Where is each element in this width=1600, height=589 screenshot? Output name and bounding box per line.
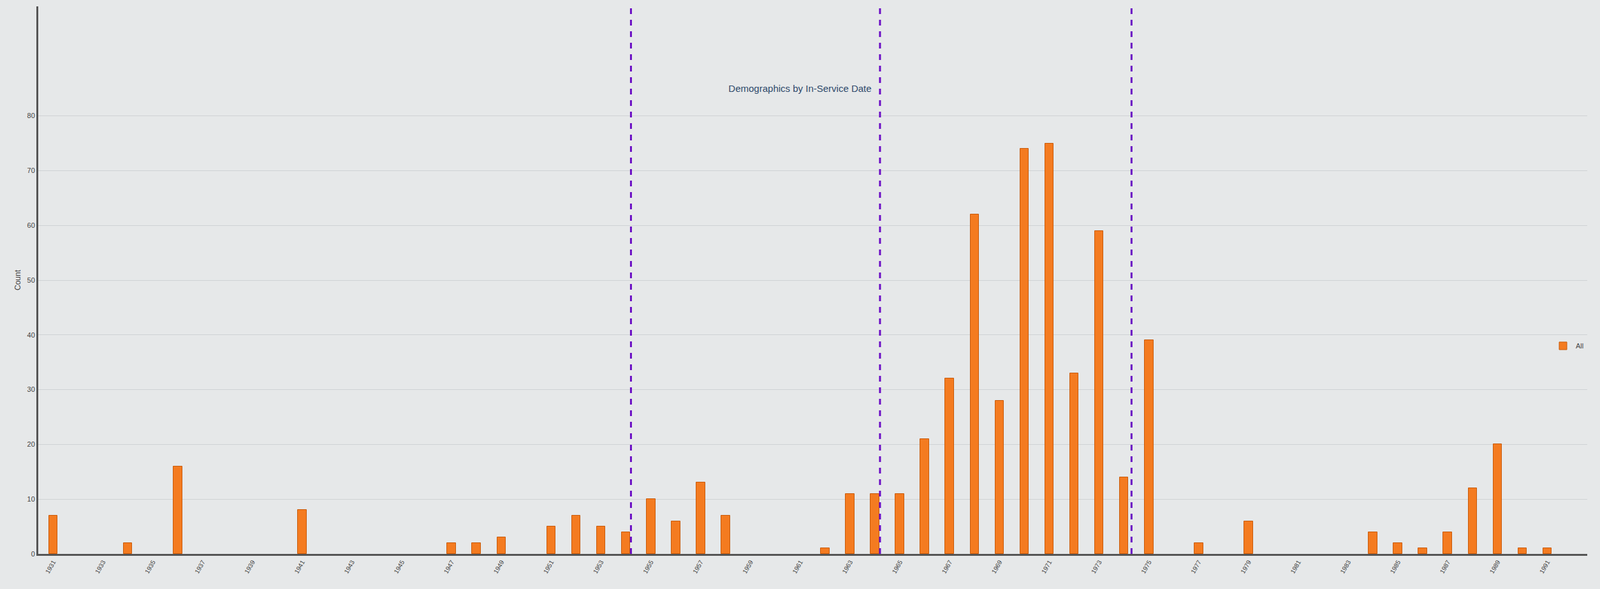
svg-text:1983: 1983 xyxy=(1339,558,1353,575)
svg-text:60: 60 xyxy=(27,221,36,229)
svg-text:1947: 1947 xyxy=(442,558,456,575)
svg-text:1937: 1937 xyxy=(193,558,207,575)
svg-text:1967: 1967 xyxy=(940,558,955,575)
svg-text:1951: 1951 xyxy=(542,558,556,575)
svg-text:1959: 1959 xyxy=(741,558,755,575)
svg-text:Demographics by In-Service Dat: Demographics by In-Service Date xyxy=(728,82,872,94)
svg-text:1953: 1953 xyxy=(591,558,606,575)
svg-text:1955: 1955 xyxy=(641,558,655,575)
svg-text:1991: 1991 xyxy=(1538,558,1552,575)
svg-text:20: 20 xyxy=(27,440,36,448)
svg-text:30: 30 xyxy=(27,385,36,393)
svg-text:All: All xyxy=(1575,341,1584,350)
svg-text:1979: 1979 xyxy=(1239,558,1253,575)
svg-text:1969: 1969 xyxy=(990,558,1004,575)
svg-text:50: 50 xyxy=(27,276,36,284)
svg-text:80: 80 xyxy=(27,111,36,120)
svg-text:0: 0 xyxy=(31,549,36,558)
svg-text:1957: 1957 xyxy=(691,558,705,575)
svg-text:1943: 1943 xyxy=(342,558,356,575)
svg-text:1989: 1989 xyxy=(1488,558,1502,575)
svg-text:1975: 1975 xyxy=(1139,558,1153,575)
svg-text:70: 70 xyxy=(27,166,36,175)
svg-text:1963: 1963 xyxy=(840,558,854,575)
svg-text:1971: 1971 xyxy=(1040,558,1054,575)
svg-text:1949: 1949 xyxy=(492,558,506,575)
svg-text:1945: 1945 xyxy=(392,558,407,575)
svg-text:1977: 1977 xyxy=(1189,558,1203,575)
svg-text:1933: 1933 xyxy=(93,558,108,575)
svg-text:1965: 1965 xyxy=(890,558,905,575)
svg-text:1961: 1961 xyxy=(790,558,805,575)
svg-text:1985: 1985 xyxy=(1388,558,1403,575)
svg-text:Count: Count xyxy=(13,269,23,291)
svg-text:1981: 1981 xyxy=(1288,558,1303,575)
svg-text:40: 40 xyxy=(27,330,36,339)
svg-text:1941: 1941 xyxy=(292,558,307,575)
svg-text:1973: 1973 xyxy=(1089,558,1104,575)
svg-text:10: 10 xyxy=(27,494,36,503)
svg-text:1931: 1931 xyxy=(44,558,58,575)
svg-text:1939: 1939 xyxy=(242,558,257,575)
svg-text:1987: 1987 xyxy=(1438,558,1453,575)
svg-text:1935: 1935 xyxy=(143,558,157,575)
